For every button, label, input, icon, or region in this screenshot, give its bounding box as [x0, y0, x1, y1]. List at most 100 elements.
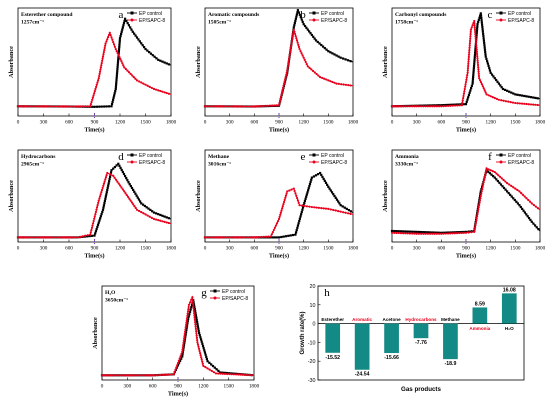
data-point	[246, 105, 249, 108]
data-point	[109, 173, 112, 176]
x-tick-label: 1500	[510, 246, 521, 252]
data-point	[95, 208, 98, 211]
data-point	[205, 355, 208, 358]
data-point	[406, 232, 409, 235]
data-point	[137, 198, 141, 201]
data-point	[342, 211, 345, 214]
data-point	[119, 184, 122, 187]
data-point	[298, 13, 301, 16]
data-point	[94, 230, 98, 233]
data-point	[89, 103, 93, 106]
data-point	[158, 373, 161, 377]
data-point	[470, 231, 473, 234]
data-point	[444, 232, 447, 235]
data-point	[467, 231, 470, 234]
data-point	[309, 32, 312, 35]
data-point	[198, 349, 201, 353]
panel-letter: a	[119, 9, 124, 21]
data-point	[481, 185, 484, 188]
data-point	[493, 176, 496, 179]
data-point	[286, 190, 289, 193]
data-point	[208, 368, 211, 371]
data-point	[535, 226, 538, 229]
panel-letter: h	[324, 287, 330, 299]
data-point	[447, 104, 450, 108]
data-point	[426, 232, 429, 235]
data-point	[215, 105, 218, 108]
data-point	[275, 104, 278, 107]
data-point	[259, 105, 263, 108]
data-point	[119, 166, 122, 169]
data-point	[420, 105, 423, 108]
data-point	[99, 215, 102, 218]
x-tick-label: 0	[391, 246, 394, 252]
data-point	[228, 372, 231, 376]
data-point	[294, 192, 297, 195]
data-point	[458, 104, 461, 107]
data-point	[337, 82, 341, 86]
data-point	[440, 232, 443, 235]
data-point	[194, 327, 198, 330]
data-point	[514, 187, 517, 190]
data-point	[518, 102, 521, 105]
data-point	[197, 327, 200, 330]
data-point	[112, 40, 115, 44]
data-point	[476, 212, 479, 216]
data-point	[255, 236, 258, 239]
data-point	[342, 83, 345, 86]
data-point	[195, 330, 198, 333]
data-point	[118, 43, 121, 46]
data-point	[27, 105, 31, 108]
data-point	[516, 188, 519, 192]
data-point	[98, 219, 101, 222]
data-point	[516, 93, 519, 96]
data-point	[91, 96, 94, 99]
data-point	[331, 80, 334, 84]
x-tick-label: 1200	[115, 120, 126, 126]
data-point	[474, 224, 477, 227]
data-point	[484, 91, 487, 94]
data-point	[117, 59, 120, 62]
data-point	[287, 62, 290, 65]
data-point	[458, 231, 461, 235]
x-tick-label: 900	[174, 384, 182, 390]
data-point	[124, 192, 127, 195]
data-point	[483, 41, 486, 45]
data-point	[522, 209, 525, 212]
data-point	[502, 99, 505, 102]
data-point	[181, 346, 184, 349]
data-point	[475, 219, 478, 222]
data-point	[500, 99, 503, 102]
data-point	[304, 197, 307, 200]
data-point	[110, 36, 113, 39]
data-point	[172, 373, 175, 376]
data-point	[96, 81, 99, 84]
data-point	[467, 58, 470, 61]
data-point	[470, 87, 473, 90]
data-point	[271, 231, 274, 234]
data-point	[468, 39, 472, 43]
data-point	[100, 61, 103, 65]
data-point	[512, 197, 515, 200]
data-point	[468, 42, 471, 45]
x-tick-label: 1500	[140, 120, 151, 126]
data-point	[188, 313, 191, 316]
data-point	[115, 83, 118, 86]
data-point	[184, 330, 187, 333]
data-point	[78, 235, 82, 238]
data-point	[101, 210, 104, 214]
data-point	[324, 181, 328, 184]
data-point	[99, 66, 102, 69]
data-point	[19, 105, 22, 108]
data-point	[278, 215, 281, 218]
data-point	[297, 45, 301, 48]
data-point	[483, 48, 487, 51]
data-point	[495, 97, 498, 100]
data-point	[119, 34, 122, 38]
data-point	[175, 366, 178, 369]
data-point	[137, 38, 140, 41]
data-point	[104, 42, 107, 45]
data-point	[319, 171, 322, 175]
data-point	[323, 47, 326, 50]
data-point	[504, 180, 507, 183]
